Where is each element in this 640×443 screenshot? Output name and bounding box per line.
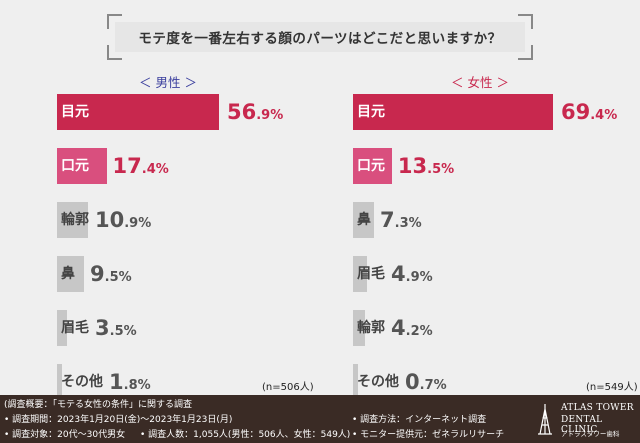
title-box: モテ度を一番左右する顔のパーツはどこだと思いますか？ xyxy=(115,22,525,52)
bar-row: 口元 13.5% xyxy=(353,148,613,184)
frame-corner xyxy=(107,14,122,29)
value-dec: .9% xyxy=(256,108,284,123)
value-dec: .9% xyxy=(124,216,152,231)
value-int: 13 xyxy=(397,154,428,178)
male-chart-title: ＜ 男性 ＞ xyxy=(139,75,197,90)
value-int: 1 xyxy=(109,370,124,394)
category-label: その他 xyxy=(61,374,103,390)
bar xyxy=(57,94,219,130)
footer-respondents: • 調査人数：1,055人(男性：506人、女性：549人) xyxy=(140,430,351,440)
bar-row: 口元 17.4% xyxy=(57,148,297,184)
title-frame: モテ度を一番左右する顔のパーツはどこだと思いますか？ xyxy=(107,14,533,60)
footer-target: • 調査対象：20代〜30代男女 xyxy=(4,430,126,440)
category-label: 輪郭 xyxy=(357,320,385,336)
bar xyxy=(353,148,392,184)
value-dec: .9% xyxy=(405,270,433,285)
bar-row: その他 1.8% xyxy=(57,364,297,400)
value-dec: .4% xyxy=(141,162,169,177)
frame-corner xyxy=(518,14,533,29)
value-int: 69 xyxy=(561,100,591,124)
value-int: 7 xyxy=(380,208,395,232)
value-int: 56 xyxy=(227,100,257,124)
value-dec: .4% xyxy=(590,108,618,123)
bar-row: 輪郭 4.2% xyxy=(353,310,613,346)
category-label: 輪郭 xyxy=(61,212,89,228)
value-dec: .7% xyxy=(419,378,447,393)
bar-row: 眉毛 3.5% xyxy=(57,310,297,346)
clinic-logo: ATLAS TOWER DENTAL CLINIC アトラスタワー歯科 xyxy=(535,401,635,438)
value-label: 17.4% xyxy=(113,148,169,184)
value-label: 9.5% xyxy=(90,256,132,292)
bar xyxy=(353,310,366,346)
bar xyxy=(57,364,63,400)
value-label: 0.7% xyxy=(405,364,447,400)
value-int: 17 xyxy=(112,154,142,178)
logo-line-3: アトラスタワー歯科 xyxy=(561,430,620,438)
frame-corner xyxy=(518,45,533,60)
tower-logo-icon xyxy=(538,404,552,435)
category-label: その他 xyxy=(357,374,399,390)
logo-line-2: DENTAL CLINIC xyxy=(561,415,603,435)
value-label: 69.4% xyxy=(561,94,617,130)
value-label: 7.3% xyxy=(380,202,422,238)
value-int: 4 xyxy=(391,316,406,340)
footer-method: • 調査方法：インターネット調査 xyxy=(352,415,487,425)
bar xyxy=(353,256,368,292)
value-dec: .5% xyxy=(427,162,455,177)
value-label: 3.5% xyxy=(95,310,137,346)
survey-footer: (調査概要：「モテる女性の条件」に関する調査 • 調査期間：2023年1月20日… xyxy=(0,395,640,443)
category-label: 眉毛 xyxy=(61,320,89,336)
bar-row: 眉毛 4.9% xyxy=(353,256,613,292)
value-dec: .2% xyxy=(405,324,433,339)
bar xyxy=(57,202,89,238)
bar xyxy=(353,202,375,238)
bar xyxy=(57,310,67,346)
category-label: 鼻 xyxy=(357,212,371,228)
bar-row: 目元 56.9% xyxy=(57,94,297,130)
category-label: 鼻 xyxy=(61,266,75,282)
value-label: 1.8% xyxy=(109,364,151,400)
value-dec: .3% xyxy=(394,216,422,231)
value-label: 13.5% xyxy=(398,148,454,184)
bar xyxy=(353,364,358,400)
category-label: 目元 xyxy=(357,104,385,120)
footer-period: • 調査期間：2023年1月20日(金)〜2023年1月23日(月) xyxy=(4,415,233,425)
footer-provider: • モニター提供元：ゼネラルリサーチ xyxy=(352,430,505,440)
value-label: 56.9% xyxy=(227,94,283,130)
value-dec: .5% xyxy=(109,324,137,339)
value-label: 4.9% xyxy=(391,256,433,292)
chart-title: モテ度を一番左右する顔のパーツはどこだと思いますか？ xyxy=(138,31,502,47)
logo-line-1: ATLAS TOWER xyxy=(561,403,634,413)
bar-row: 鼻 7.3% xyxy=(353,202,613,238)
bar xyxy=(57,148,107,184)
female-sample-note: (n=549人) xyxy=(586,382,638,393)
value-dec: .8% xyxy=(123,378,151,393)
value-label: 10.9% xyxy=(95,202,151,238)
bar-row: 輪郭 10.9% xyxy=(57,202,297,238)
frame-corner xyxy=(107,45,122,60)
value-dec: .5% xyxy=(104,270,132,285)
bar xyxy=(57,256,85,292)
value-label: 4.2% xyxy=(391,310,433,346)
value-int: 0 xyxy=(405,370,420,394)
value-int: 9 xyxy=(90,262,105,286)
value-int: 10 xyxy=(95,208,125,232)
bar xyxy=(353,94,553,130)
female-chart-title: ＜ 女性 ＞ xyxy=(451,75,509,90)
bar-row: 目元 69.4% xyxy=(353,94,617,130)
category-label: 眉毛 xyxy=(357,266,385,282)
value-int: 3 xyxy=(95,316,110,340)
male-sample-note: (n=506人) xyxy=(262,382,314,393)
bar-row: 鼻 9.5% xyxy=(57,256,297,292)
category-label: 目元 xyxy=(61,104,89,120)
value-int: 4 xyxy=(391,262,406,286)
category-label: 口元 xyxy=(61,158,89,174)
bar-row: その他 0.7% xyxy=(353,364,613,400)
footer-overview: (調査概要：「モテる女性の条件」に関する調査 xyxy=(4,400,193,410)
category-label: 口元 xyxy=(357,158,385,174)
